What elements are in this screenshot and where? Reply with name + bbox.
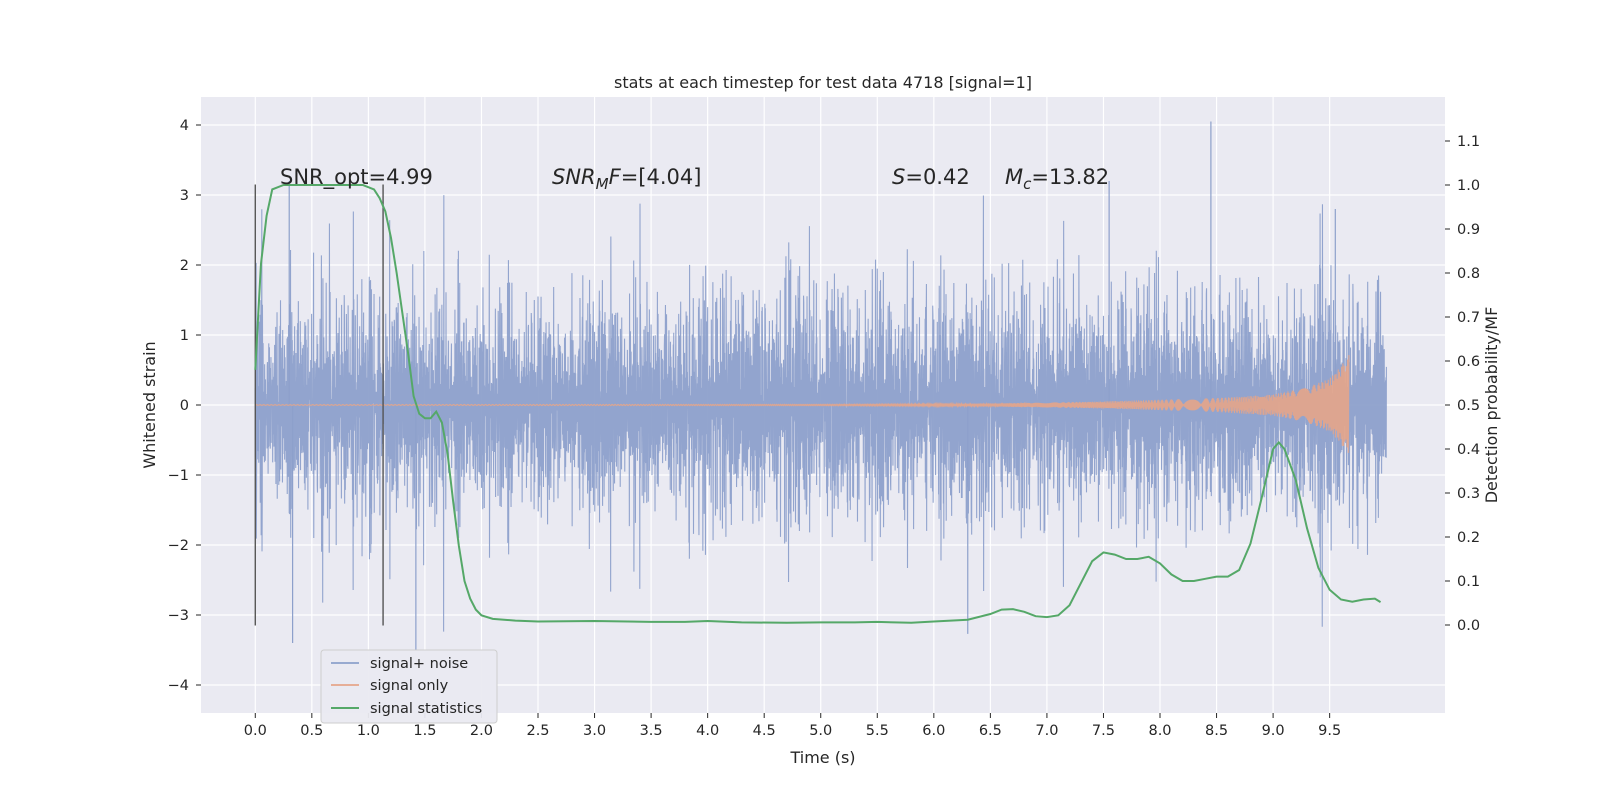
x-tick-label: 3.5 bbox=[640, 723, 663, 739]
left-y-tick-label: −3 bbox=[168, 608, 189, 624]
x-tick-label: 5.0 bbox=[809, 723, 832, 739]
signal-only-series bbox=[255, 355, 1350, 453]
left-y-tick-label: −4 bbox=[168, 678, 189, 694]
left-y-tick-label: 0 bbox=[180, 398, 189, 414]
noise-trace bbox=[254, 195, 1387, 632]
left-y-tick-label: 2 bbox=[180, 258, 189, 274]
x-tick-label: 6.5 bbox=[979, 723, 1002, 739]
x-tick-label: 0.0 bbox=[244, 723, 267, 739]
legend-label-signal: signal only bbox=[370, 678, 449, 694]
right-y-tick-label: 0.6 bbox=[1457, 354, 1480, 370]
left-y-axis-label: Whitened strain bbox=[140, 341, 159, 468]
signal-statistics-line bbox=[254, 184, 1382, 624]
x-tick-label: 5.5 bbox=[866, 723, 889, 739]
left-y-axis-ticks: 4 3 2 1 0 −1 −2 −3 −4 bbox=[168, 118, 201, 694]
x-tick-label: 1.0 bbox=[357, 723, 380, 739]
legend-label-noise: signal+ noise bbox=[370, 656, 468, 672]
right-y-axis-label: Detection probability/MF bbox=[1482, 307, 1501, 504]
x-tick-label: 0.5 bbox=[300, 723, 323, 739]
left-y-tick-label: −1 bbox=[168, 468, 189, 484]
annotation-snr-mf: SNRMF=[4.04] bbox=[552, 165, 701, 193]
x-tick-label: 4.0 bbox=[696, 723, 719, 739]
annotation-mc: Mc=13.82 bbox=[1005, 165, 1109, 193]
right-y-tick-label: 0.4 bbox=[1457, 442, 1480, 458]
x-tick-label: 9.5 bbox=[1318, 723, 1341, 739]
x-tick-label: 7.0 bbox=[1035, 723, 1058, 739]
right-y-tick-label: 0.0 bbox=[1457, 618, 1480, 634]
x-tick-label: 8.0 bbox=[1148, 723, 1171, 739]
x-tick-label: 4.5 bbox=[753, 723, 776, 739]
right-y-tick-label: 1.0 bbox=[1457, 178, 1480, 194]
right-y-tick-label: 0.9 bbox=[1457, 222, 1480, 238]
annotation-snr-opt: SNR_opt=4.99 bbox=[280, 165, 433, 190]
left-y-tick-label: 1 bbox=[180, 328, 189, 344]
right-y-tick-label: 0.2 bbox=[1457, 530, 1480, 546]
x-axis-ticks: 0.0 0.5 1.0 1.5 2.0 2.5 3.0 3.5 4.0 4.5 5.0 5.5 6.0 6… bbox=[244, 713, 1341, 739]
x-tick-label: 7.5 bbox=[1092, 723, 1115, 739]
x-axis-label: Time (s) bbox=[789, 748, 855, 767]
x-tick-label: 2.5 bbox=[526, 723, 549, 739]
right-y-tick-label: 0.7 bbox=[1457, 310, 1480, 326]
right-y-axis-ticks: 1.1 1.0 0.9 0.8 0.7 0.6 0.5 0.4 0.3 0.2 0.1 0.0 bbox=[1445, 134, 1480, 634]
legend-box bbox=[320, 649, 498, 724]
noise-series bbox=[254, 121, 1387, 650]
left-y-tick-label: 3 bbox=[180, 188, 189, 204]
right-y-tick-label: 1.1 bbox=[1457, 134, 1480, 150]
annotation-s: S=0.42 bbox=[892, 165, 970, 189]
x-tick-label: 9.0 bbox=[1262, 723, 1285, 739]
x-tick-label: 6.0 bbox=[922, 723, 945, 739]
x-tick-label: 2.0 bbox=[470, 723, 493, 739]
x-tick-label: 1.5 bbox=[413, 723, 436, 739]
right-y-tick-label: 0.5 bbox=[1457, 398, 1480, 414]
vertical-markers bbox=[254, 184, 384, 626]
legend-label-stats: signal statistics bbox=[370, 701, 482, 717]
x-tick-label: 3.0 bbox=[583, 723, 606, 739]
annotations: SNR_opt=4.99 SNRMF=[4.04] S=0.42 Mc=13.82 bbox=[280, 165, 1109, 193]
chart-title: stats at each timestep for test data 471… bbox=[614, 73, 1032, 92]
legend: signal+ noise signal only signal statist… bbox=[320, 649, 498, 724]
signal-trace bbox=[255, 355, 1350, 453]
right-y-tick-label: 0.1 bbox=[1457, 574, 1480, 590]
right-y-tick-label: 0.8 bbox=[1457, 266, 1480, 282]
signal-statistics-series bbox=[254, 184, 1382, 624]
x-tick-label: 8.5 bbox=[1205, 723, 1228, 739]
left-y-tick-label: −2 bbox=[168, 538, 189, 554]
left-y-tick-label: 4 bbox=[180, 118, 189, 134]
right-y-tick-label: 0.3 bbox=[1457, 486, 1480, 502]
